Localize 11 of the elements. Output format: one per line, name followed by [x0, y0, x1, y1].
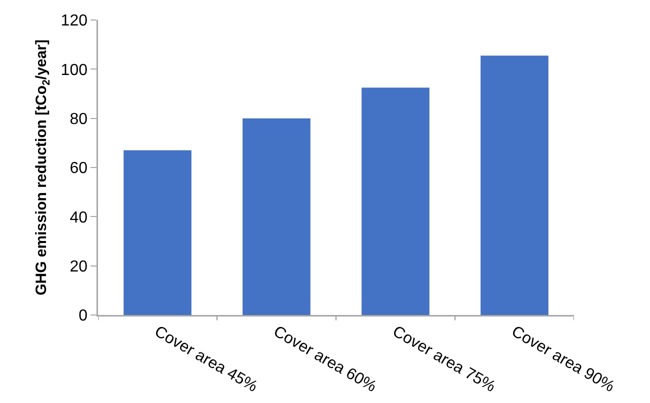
bar — [124, 150, 192, 315]
y-tick-label: 40 — [70, 209, 88, 226]
bar — [362, 88, 430, 315]
y-tick-label: 60 — [70, 160, 88, 178]
y-tick-label: 80 — [70, 110, 88, 128]
y-tick-label: 0 — [78, 308, 88, 325]
y-tick-label: 120 — [60, 12, 88, 30]
y-tick-label: 20 — [70, 258, 88, 276]
bar — [480, 56, 548, 315]
bar — [242, 118, 310, 315]
y-tick-label: 100 — [60, 62, 88, 79]
